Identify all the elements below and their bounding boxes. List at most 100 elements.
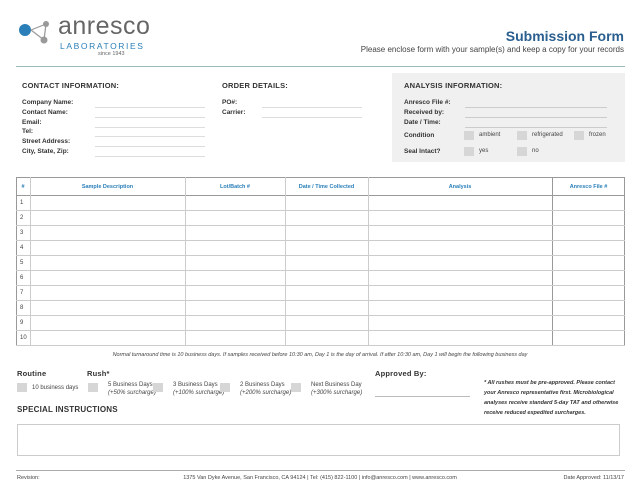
rush-option: 2 Business Days — [240, 382, 285, 388]
field-line[interactable] — [95, 146, 205, 148]
header-row — [16, 177, 625, 196]
column-header: # — [21, 184, 25, 190]
turnaround-note: Normal turnaround time is 10 business da… — [112, 352, 528, 358]
column-header: Lot/Batch # — [220, 184, 250, 190]
option: ambient — [479, 132, 501, 138]
field-line[interactable] — [95, 136, 205, 138]
table-row — [16, 210, 625, 226]
row-number: 1 — [20, 200, 24, 206]
table-row — [16, 240, 625, 256]
field-line[interactable] — [465, 116, 607, 118]
special-box[interactable] — [17, 424, 620, 456]
field-line[interactable] — [95, 116, 205, 118]
order-heading: ORDER DETAILS: — [222, 81, 288, 90]
rush-surcharge: (+300% surcharge) — [311, 390, 363, 396]
field-line[interactable] — [262, 107, 362, 108]
seal-label: Seal Intact? — [404, 148, 441, 155]
subtitle: Please enclose form with your sample(s) … — [360, 45, 624, 54]
table-row — [16, 195, 625, 211]
field-label: Tel: — [22, 128, 34, 136]
field-label: Received by: — [404, 108, 445, 116]
special-heading: SPECIAL INSTRUCTIONS — [17, 405, 118, 414]
column-line — [30, 177, 31, 346]
field-label: Email: — [22, 118, 42, 126]
column-header: Anresco File # — [569, 184, 608, 190]
row-number: 4 — [20, 245, 24, 251]
row-number: 9 — [20, 320, 24, 326]
option: no — [532, 148, 539, 154]
column-line — [368, 177, 369, 346]
rush-note: * All rushes must be pre-approved. Pleas… — [484, 380, 619, 416]
column-header: Date / Time Collected — [298, 184, 355, 190]
condition-label: Condition — [404, 132, 435, 139]
field-label: City, State, Zip: — [22, 148, 69, 155]
footer-line — [16, 470, 625, 471]
checkbox[interactable] — [291, 383, 301, 392]
row-number: 6 — [20, 275, 24, 281]
field-line[interactable] — [262, 116, 362, 118]
table-row — [16, 285, 625, 301]
checkbox[interactable] — [220, 383, 230, 392]
logo-icon — [19, 21, 49, 44]
row-number: 8 — [20, 305, 24, 311]
analysis-heading: ANALYSIS INFORMATION: — [404, 81, 503, 90]
rush-surcharge: (+200% surcharge) — [240, 390, 292, 396]
row-number: 5 — [20, 260, 24, 266]
title: Submission Form — [505, 28, 624, 44]
rush-surcharge: (+100% surcharge) — [173, 390, 225, 396]
column-line — [285, 177, 286, 346]
divider — [16, 66, 625, 67]
date-approved: Date Approved: 11/13/17 — [563, 475, 624, 481]
column-line — [185, 177, 186, 346]
field-line[interactable] — [465, 107, 607, 108]
column-header: Sample Description — [81, 184, 134, 190]
contact-heading: CONTACT INFORMATION: — [22, 81, 120, 90]
revision: Revision: — [17, 475, 40, 481]
checkbox[interactable] — [517, 147, 527, 156]
table-row — [16, 330, 625, 346]
field-label: Date / Time: — [404, 118, 441, 126]
row-number: 2 — [20, 215, 24, 221]
checkbox[interactable] — [574, 131, 584, 140]
checkbox[interactable] — [464, 131, 474, 140]
rush-option: Next Business Day — [311, 382, 362, 388]
field-line[interactable] — [95, 156, 205, 157]
checkbox[interactable] — [88, 383, 98, 392]
table-row — [16, 300, 625, 316]
option: yes — [479, 148, 489, 154]
checkbox[interactable] — [517, 131, 527, 140]
rush-surcharge: (+50% surcharge) — [108, 390, 156, 396]
field-label: Street Address: — [22, 138, 71, 146]
row-number: 3 — [20, 230, 24, 236]
field-label: Contact Name: — [22, 108, 68, 116]
table-row — [16, 270, 625, 286]
table-row — [16, 315, 625, 331]
field-label: Anresco File #: — [404, 99, 451, 106]
field-label: Company Name: — [22, 99, 74, 106]
option: refrigerated — [532, 132, 563, 138]
routine-option: 10 business days — [32, 385, 79, 391]
checkbox[interactable] — [153, 383, 163, 392]
field-label: Carrier: — [222, 108, 246, 116]
table-row — [16, 225, 625, 241]
routine-label: Routine — [17, 369, 47, 378]
field-label: PO#: — [222, 99, 238, 106]
rush-option: 3 Business Days — [173, 382, 218, 388]
address: 1375 Van Dyke Avenue, San Francisco, CA … — [183, 475, 457, 481]
approved-by: Approved By: — [375, 369, 427, 378]
logo-sub: LABORATORIES — [60, 41, 145, 51]
rush-label: Rush* — [87, 369, 110, 378]
logo-since: since 1943 — [98, 51, 125, 57]
table-row — [16, 255, 625, 271]
field-line[interactable] — [95, 107, 205, 108]
field-line[interactable] — [465, 126, 607, 128]
column-header: Analysis — [448, 184, 472, 190]
column-line — [552, 177, 553, 346]
checkbox[interactable] — [17, 383, 27, 392]
checkbox[interactable] — [464, 147, 474, 156]
row-number: 10 — [20, 335, 27, 341]
field-line[interactable] — [95, 126, 205, 128]
row-number: 7 — [20, 290, 24, 296]
logo-name: anresco — [58, 12, 151, 40]
